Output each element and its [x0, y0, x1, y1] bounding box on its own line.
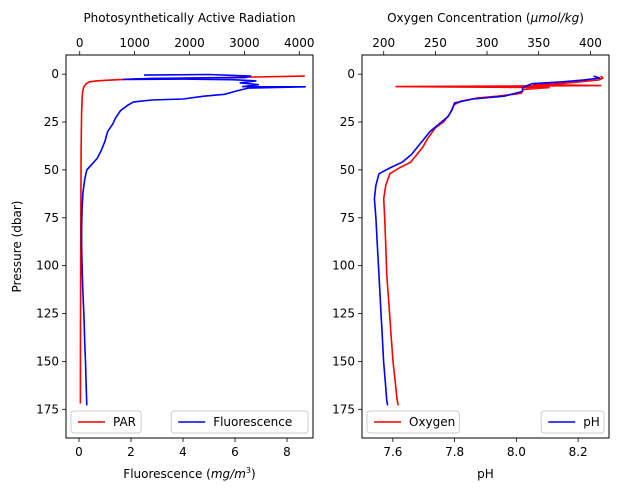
legend-par: PAR: [70, 410, 142, 434]
y-tick-label: 0: [51, 67, 59, 81]
legend-fluorescence: Fluorescence: [170, 410, 309, 434]
y-tick-label: 125: [36, 307, 59, 321]
legend-box: [366, 410, 460, 434]
y-axis-label: Pressure (dbar): [10, 201, 24, 293]
legend-label: pH: [583, 415, 600, 429]
y-tick-label: 150: [36, 354, 59, 368]
y-tick-label: 50: [340, 163, 355, 177]
legend-label: PAR: [113, 415, 136, 429]
legend-box: [70, 410, 142, 434]
top-axis-label: Oxygen Concentration (μmol/kg): [387, 11, 584, 25]
y-tick-label: 75: [44, 211, 59, 225]
y-tick-label: 150: [332, 354, 355, 368]
y-tick-label: 175: [332, 402, 355, 416]
x-top-tick-label: 400: [579, 36, 602, 50]
x-bottom-tick-label: 4: [179, 445, 187, 459]
bottom-axis-label: pH: [477, 467, 494, 481]
plot-frame: [65, 54, 314, 439]
x-top-tick-label: 300: [476, 36, 499, 50]
x-bottom-tick-label: 6: [231, 445, 239, 459]
series-line-fluorescence: [80, 73, 307, 406]
legend-oxygen: Oxygen: [366, 410, 460, 434]
x-top-tick-label: 0: [76, 36, 84, 50]
bottom-axis-label-text-end: ): [251, 467, 256, 481]
bottom-axis-label-text: Fluorescence (: [123, 467, 211, 481]
top-axis-label-text: Oxygen Concentration (: [387, 11, 530, 25]
legend-box: [170, 410, 309, 434]
x-top-tick-label: 3000: [229, 36, 260, 50]
y-tick-label: 125: [332, 307, 355, 321]
y-tick-label: 175: [36, 402, 59, 416]
y-tick-label: 75: [340, 211, 355, 225]
x-top-tick-label: 4000: [284, 36, 315, 50]
y-tick-label: 50: [44, 163, 59, 177]
x-bottom-tick-label: 8.2: [569, 445, 588, 459]
plot-frame: [361, 54, 610, 439]
x-bottom-tick-label: 7.6: [383, 445, 402, 459]
bottom-axis-label-superscript: 3: [246, 466, 251, 475]
series-line-oxygen: [382, 75, 604, 406]
top-axis-label: Photosynthetically Active Radiation: [83, 11, 295, 25]
x-bottom-tick-label: 7.8: [445, 445, 464, 459]
x-bottom-tick-label: 2: [127, 445, 135, 459]
top-axis-label-text-end: ): [579, 11, 584, 25]
panel-par-fluorescence: 0 25 50 75 100 125 150 175 0 2 4 6 8 0 1000 2000 3000 400…: [10, 11, 315, 481]
legend-label: Fluorescence: [213, 415, 292, 429]
bottom-axis-label-unit: mg/m: [211, 467, 246, 481]
x-top-tick-label: 250: [424, 36, 447, 50]
x-bottom-tick-label: 0: [75, 445, 83, 459]
series-line-par: [79, 75, 305, 404]
x-top-tick-label: 200: [372, 36, 395, 50]
x-bottom-tick-label: 8: [283, 445, 291, 459]
y-tick-label: 100: [332, 259, 355, 273]
legend-label: Oxygen: [409, 415, 455, 429]
x-top-tick-label: 2000: [174, 36, 205, 50]
x-top-tick-label: 350: [527, 36, 550, 50]
x-bottom-tick-label: 8.0: [507, 445, 526, 459]
y-tick-label: 25: [44, 115, 59, 129]
x-top-tick-label: 1000: [119, 36, 150, 50]
top-axis-label-unit: μmol/kg: [530, 11, 580, 25]
legend-ph: pH: [540, 410, 605, 434]
series-line-ph: [373, 75, 601, 406]
y-tick-label: 100: [36, 259, 59, 273]
y-tick-label: 0: [347, 67, 355, 81]
y-tick-label: 25: [340, 115, 355, 129]
bottom-axis-label: Fluorescence (mg/m3): [123, 466, 255, 481]
panel-oxygen-ph: 0 25 50 75 100 125 150 175 7.6 7.8 8.0 8.2 200 250 300…: [332, 11, 610, 481]
